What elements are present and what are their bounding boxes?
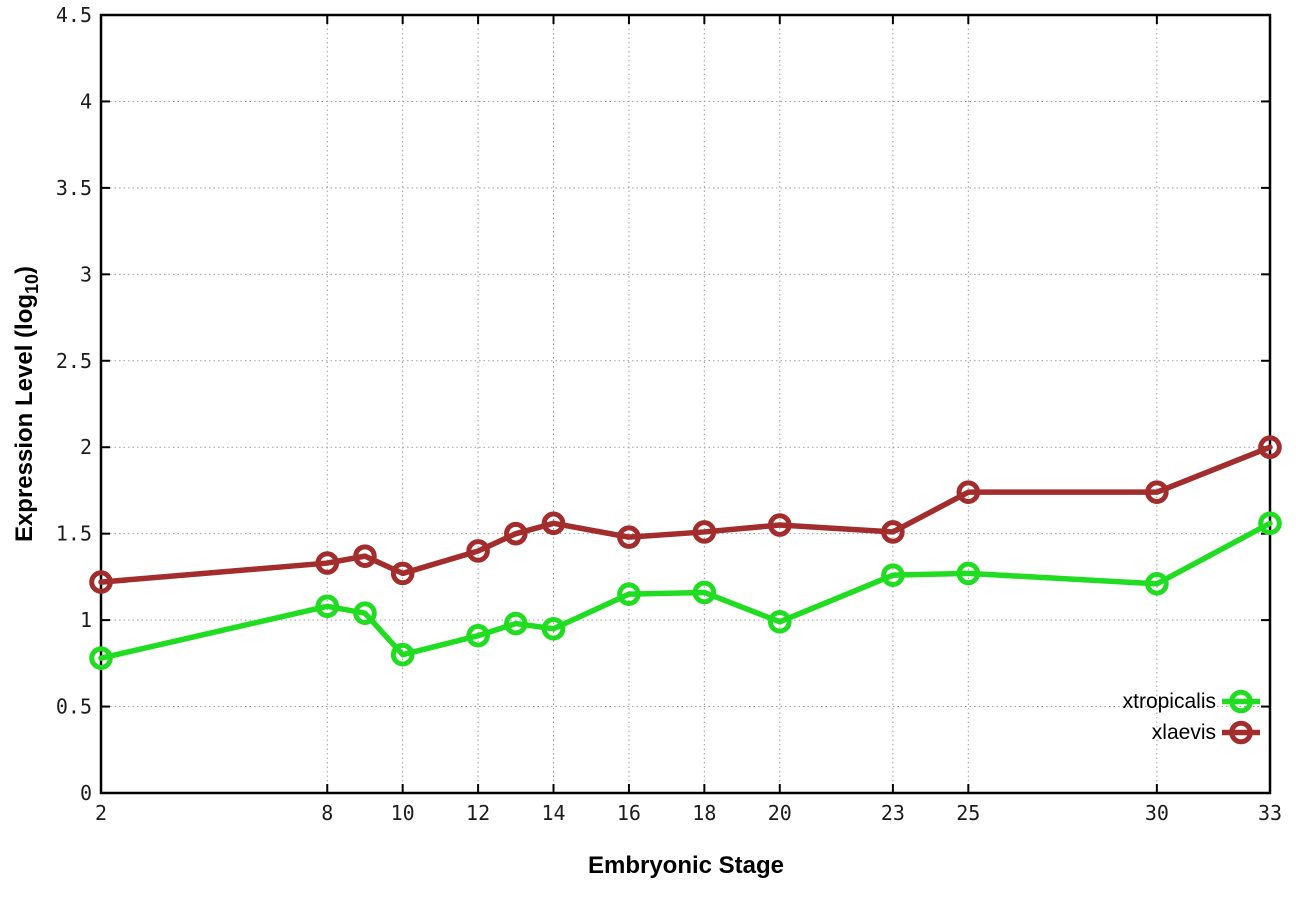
data-point-xlaevis [881,520,905,544]
y-tick-label: 3 [80,262,92,286]
x-tick-label: 33 [1258,801,1282,825]
data-point-xtropicalis [466,623,490,648]
y-tick-label: 0.5 [56,695,92,719]
legend-marker-circle-xlaevis [1229,720,1253,745]
data-point-xlaevis [1145,480,1169,504]
data-point-xtropicalis [767,610,792,634]
data-point-xtropicalis [541,616,566,641]
x-axis-title: Embryonic Stage [587,852,785,879]
y-tick-label: 4 [80,89,92,113]
y-tick-label: 1 [80,608,92,632]
data-point-xtropicalis [390,642,415,667]
y-tick-label: 2 [80,435,92,459]
legend-marker-circle-xtropicalis [1229,689,1253,714]
legend-label-xtropicalis: xtropicalis [1122,690,1216,713]
data-point-xlaevis [390,561,415,586]
data-point-xlaevis [767,513,792,537]
data-point-xtropicalis [89,646,113,670]
x-tick-label: 10 [391,801,415,825]
legend-item-xtropicalis: xtropicalis [1123,686,1216,717]
x-tick-label: 8 [321,801,333,825]
y-axis-title-end: ) [11,265,38,274]
x-tick-label: 14 [541,801,565,825]
x-tick-label: 12 [466,801,490,825]
x-tick-label: 30 [1145,801,1169,825]
y-axis-title-subscript: 10 [22,273,42,294]
data-point-xlaevis [504,521,528,546]
data-point-xlaevis [1258,435,1282,460]
y-tick-label: 4.5 [56,3,92,27]
series-line-xtropicalis [98,520,1273,661]
data-point-xlaevis [353,544,377,568]
data-point-xtropicalis [504,611,528,636]
data-point-xlaevis [692,520,717,544]
data-point-xtropicalis [617,582,641,606]
y-tick-label: 0 [80,781,92,805]
legend-item-xlaevis: xlaevis [1123,717,1216,748]
legend: xtropicalis xlaevis [1123,686,1216,748]
data-point-xtropicalis [315,594,340,619]
y-tick-label: 1.5 [56,522,92,546]
data-point-xlaevis [315,551,340,575]
series-line-xlaevis [98,444,1273,585]
y-tick-label: 3.5 [56,176,92,200]
x-tick-label: 20 [768,801,792,825]
data-point-xlaevis [466,539,490,563]
data-point-xtropicalis [1258,511,1282,536]
data-point-xtropicalis [692,580,717,605]
y-tick-label: 2.5 [56,349,92,373]
y-axis-title-main: Expression Level (log [11,293,38,543]
x-tick-label: 2 [95,801,107,825]
x-tick-label: 16 [617,801,641,825]
x-tick-label: 25 [956,801,980,825]
x-tick-label: 18 [692,801,716,825]
data-point-xtropicalis [353,601,377,625]
legend-label-xlaevis: xlaevis [1151,721,1216,744]
data-point-xlaevis [89,570,113,594]
data-point-xlaevis [956,480,981,504]
data-point-xtropicalis [956,561,981,586]
plot-border [99,13,1272,795]
data-point-xtropicalis [881,563,905,587]
data-point-xlaevis [617,525,641,549]
y-axis-title: Expression Level (log10) [11,266,43,542]
data-point-xlaevis [541,511,566,536]
data-point-xtropicalis [1145,572,1169,596]
x-tick-label: 23 [881,801,905,825]
